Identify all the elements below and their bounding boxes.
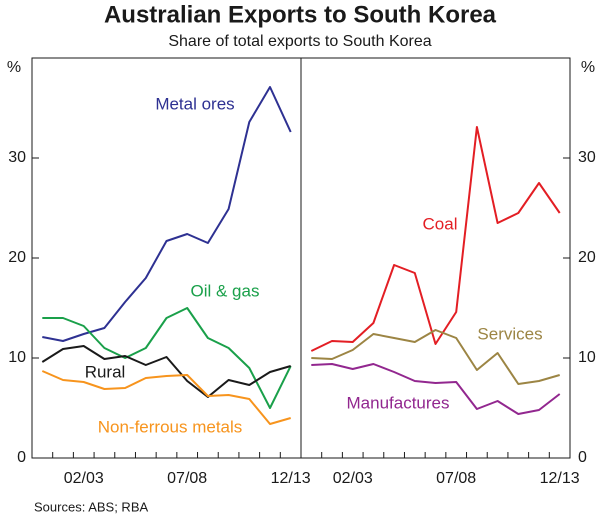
series-line [42,86,292,342]
series-label: Coal [423,214,458,233]
x-tick-label: 07/08 [436,470,476,487]
source-note: Sources: ABS; RBA [34,499,148,514]
y-unit: % [581,59,595,76]
series-line [42,307,292,409]
series-line [310,126,561,352]
x-tick-label: 02/03 [64,470,104,487]
series-label: Non-ferrous metals [98,417,243,436]
y-tick-label: 20 [578,249,596,266]
y-tick-label: 0 [17,449,26,466]
y-tick-label: 20 [8,249,26,266]
series-line [41,345,291,398]
series-line [311,363,561,415]
chart-subtitle: Share of total exports to South Korea [168,33,431,50]
x-tick-label: 12/13 [540,470,580,487]
y-tick-label: 10 [8,349,26,366]
series-label: Rural [85,362,126,381]
series-line [41,370,291,425]
x-tick-label: 02/03 [333,470,373,487]
y-tick-label: 30 [578,149,596,166]
series-label: Metal ores [155,94,234,113]
y-unit: % [7,59,21,76]
y-tick-label: 10 [578,349,596,366]
y-tick-label: 0 [578,449,587,466]
series-line [311,329,560,385]
series-label: Manufactures [347,393,450,412]
chart-title: Australian Exports to South Korea [104,1,497,28]
series-label: Services [477,324,542,343]
x-tick-label: 07/08 [167,470,207,487]
x-tick-label: 12/13 [271,470,311,487]
y-tick-label: 30 [8,149,26,166]
series-label: Oil & gas [191,281,260,300]
